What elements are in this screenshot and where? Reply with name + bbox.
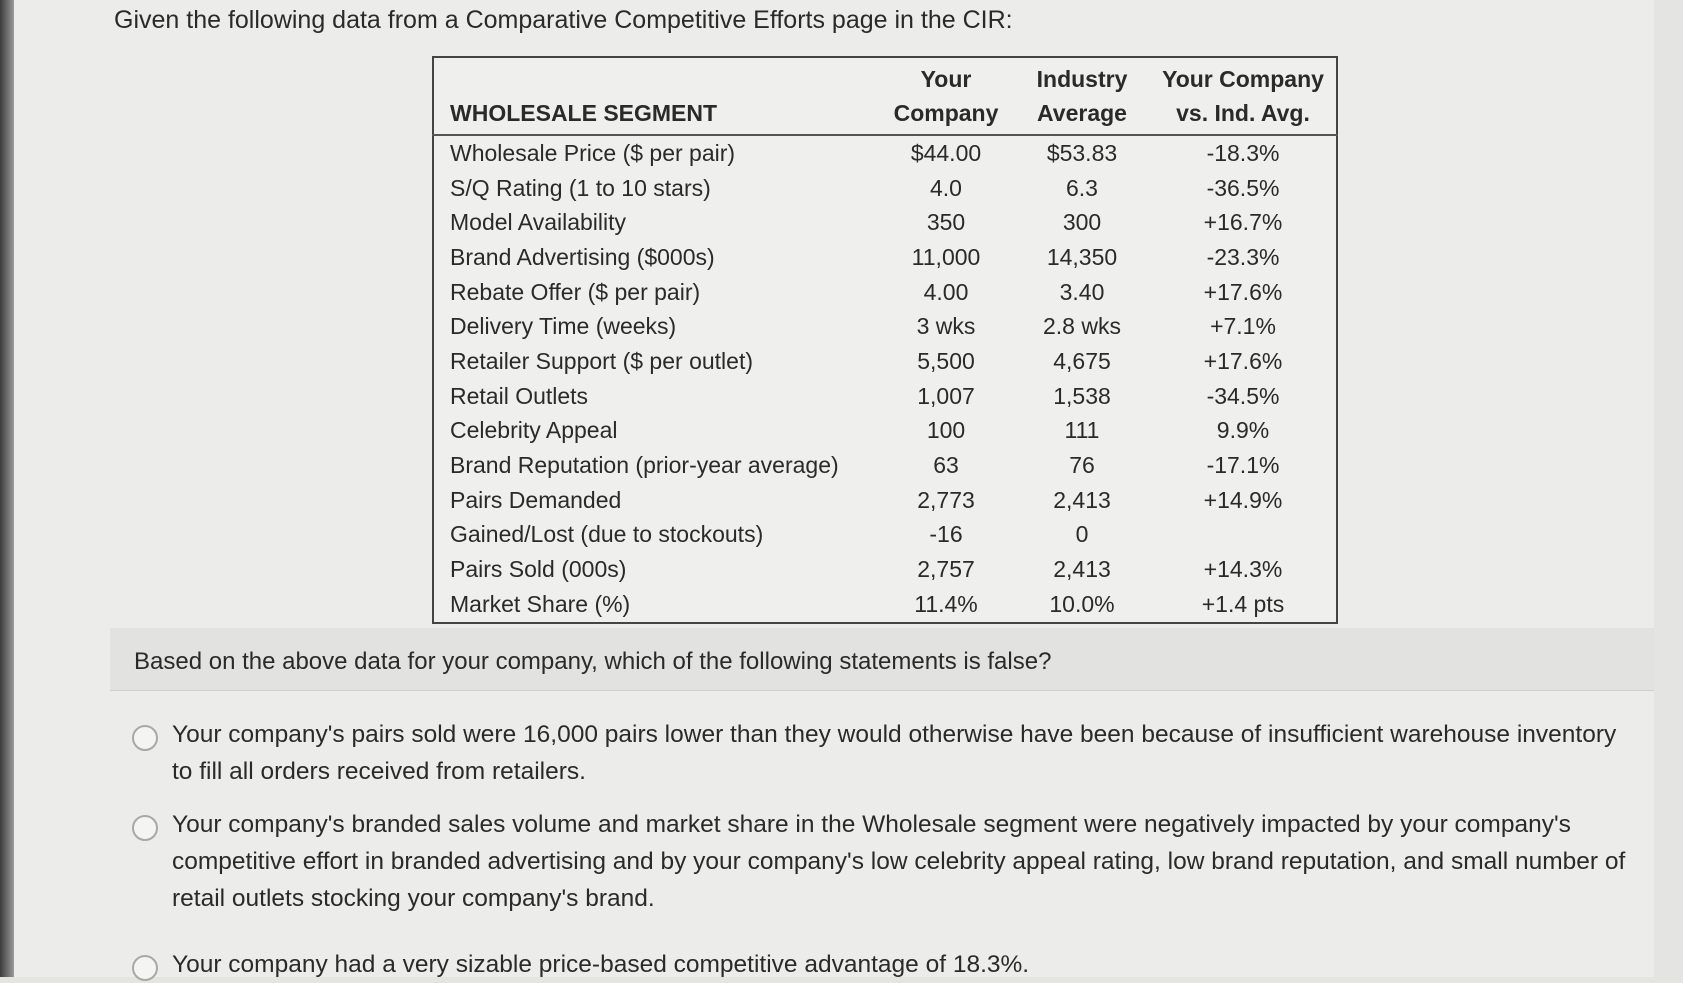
row-label: Pairs Demanded <box>450 486 622 513</box>
table-cell: 5,500 <box>917 347 975 374</box>
radio-button[interactable] <box>132 725 158 751</box>
column-header: Industry Average <box>1014 57 1150 136</box>
row-label: Delivery Time (weeks) <box>450 313 677 340</box>
row-label: Retail Outlets <box>450 382 589 409</box>
answer-option[interactable]: Your company's pairs sold were 16,000 pa… <box>132 716 1632 790</box>
radio-button[interactable] <box>132 955 158 981</box>
table-cell: 350 <box>926 209 966 236</box>
table-row: Rebate Offer ($ per pair) 4.00 3.40 +17.6% <box>433 275 1337 310</box>
table-cell: 2,773 <box>917 486 975 513</box>
table-cell: 111 <box>1064 417 1100 444</box>
row-label: Model Availability <box>450 209 627 236</box>
table-cell: 3.40 <box>1059 278 1105 305</box>
table-cell: 2.8 wks <box>1043 313 1121 340</box>
table-row: S/Q Rating (1 to 10 stars) 4.0 6.3 -36.5% <box>433 171 1337 206</box>
table-row: Retail Outlets 1,007 1,538 -34.5% <box>433 379 1337 414</box>
row-label: Gained/Lost (due to stockouts) <box>450 521 764 548</box>
column-header: WHOLESALE SEGMENT <box>433 57 878 136</box>
table-cell: 10.0% <box>1049 590 1115 617</box>
table-cell: +17.6% <box>1203 278 1283 305</box>
table-cell: -18.3% <box>1206 139 1280 166</box>
table-cell: 76 <box>1069 452 1095 479</box>
answer-option[interactable]: Your company had a very sizable price-ba… <box>132 946 1632 983</box>
table-row: Wholesale Price ($ per pair) $44.00 $53.83… <box>433 135 1337 171</box>
table-row: Gained/Lost (due to stockouts) -16 0 <box>433 518 1337 553</box>
table-cell: 300 <box>1062 209 1102 236</box>
row-label: Market Share (%) <box>450 590 631 617</box>
radio-button[interactable] <box>132 815 158 841</box>
table-cell: -36.5% <box>1206 174 1280 201</box>
row-label: Brand Reputation (prior-year average) <box>450 452 839 479</box>
table-cell: $44.00 <box>910 139 982 166</box>
table-cell: 3 wks <box>916 313 976 340</box>
table-cell <box>1150 518 1337 553</box>
table-cell: +1.4 pts <box>1201 590 1285 617</box>
row-label: S/Q Rating (1 to 10 stars) <box>450 174 711 201</box>
table-cell: 1,007 <box>917 382 975 409</box>
table-cell: $53.83 <box>1046 139 1118 166</box>
table-cell: -34.5% <box>1206 382 1280 409</box>
column-header: Your Company vs. Ind. Avg. <box>1150 57 1337 136</box>
table-row: Brand Advertising ($000s) 11,000 14,350 -23… <box>433 240 1337 275</box>
table-cell: 0 <box>1075 521 1089 548</box>
table-cell: -23.3% <box>1206 243 1280 270</box>
table-cell: 14,350 <box>1046 243 1118 270</box>
intro-text: Given the following data from a Comparat… <box>114 6 1013 34</box>
table-cell: 2,413 <box>1053 556 1111 583</box>
option-text: Your company had a very sizable price-ba… <box>172 951 1030 978</box>
screen-edge <box>0 0 14 977</box>
table-cell: 2,413 <box>1053 486 1111 513</box>
table-cell: -17.1% <box>1206 452 1280 479</box>
table-row: Model Availability 350 300 +16.7% <box>433 205 1337 240</box>
row-label: Celebrity Appeal <box>450 417 618 444</box>
option-text: Your company's pairs sold were 16,000 pa… <box>172 721 1617 785</box>
table-cell: +14.9% <box>1203 486 1283 513</box>
table-cell: +14.3% <box>1203 556 1283 583</box>
table-cell: 4.0 <box>930 174 962 201</box>
table-cell: 6.3 <box>1066 174 1098 201</box>
table-cell: 2,757 <box>917 556 975 583</box>
answer-option[interactable]: Your company's branded sales volume and … <box>132 806 1632 917</box>
row-label: Brand Advertising ($000s) <box>450 243 715 270</box>
table-row: Retailer Support ($ per outlet) 5,500 4,67… <box>433 344 1337 379</box>
table-row: Market Share (%) 11.4% 10.0% +1.4 pts <box>433 587 1337 623</box>
table-cell: 11.4% <box>914 590 978 617</box>
row-label: Retailer Support ($ per outlet) <box>450 347 753 374</box>
table-cell: 11,000 <box>911 243 981 270</box>
table-cell: 4.00 <box>923 278 969 305</box>
table-row: Celebrity Appeal 100 111 9.9% <box>433 414 1337 449</box>
question-bar <box>110 628 1654 691</box>
question: Based on the above data for your company… <box>134 648 1052 675</box>
table-cell: +16.7% <box>1203 209 1283 236</box>
table-cell: 4,675 <box>1053 347 1111 374</box>
table-row: Pairs Sold (000s) 2,757 2,413 +14.3% <box>433 552 1337 587</box>
option-text: Your company's branded sales volume and … <box>172 811 1626 912</box>
table-cell: +17.6% <box>1203 347 1283 374</box>
cir-table: WHOLESALE SEGMENT Your Company Industry Av… <box>432 56 1338 624</box>
table-row: Delivery Time (weeks) 3 wks 2.8 wks +7.1% <box>433 309 1337 344</box>
table-row: Pairs Demanded 2,773 2,413 +14.9% <box>433 483 1337 518</box>
table-cell: 63 <box>933 452 959 479</box>
table-cell: 9.9% <box>1216 417 1270 444</box>
column-header: Your Company <box>878 57 1014 136</box>
table-row: Brand Reputation (prior-year average) 63 7… <box>433 448 1337 483</box>
table-cell: +7.1% <box>1210 313 1276 340</box>
header-row: WHOLESALE SEGMENT Your Company Industry Av… <box>433 57 1337 136</box>
row-label: Pairs Sold (000s) <box>450 556 627 583</box>
table-cell: -16 <box>929 521 963 548</box>
row-label: Rebate Offer ($ per pair) <box>450 278 701 305</box>
table-cell: 100 <box>926 417 966 444</box>
table-cell: 1,538 <box>1053 382 1111 409</box>
row-label: Wholesale Price ($ per pair) <box>450 139 736 166</box>
